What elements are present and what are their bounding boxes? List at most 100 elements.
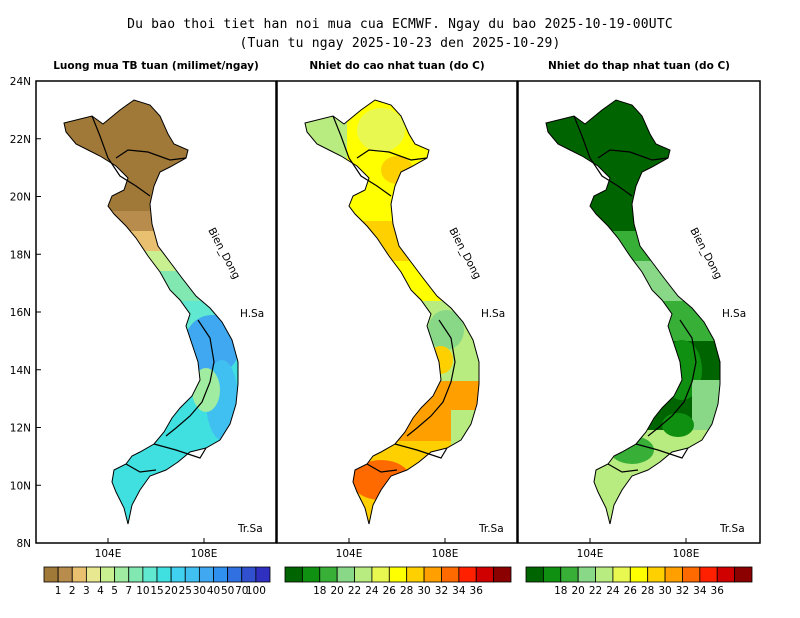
lon-tick-label: 104E (95, 548, 122, 560)
legend-swatch (560, 566, 579, 583)
legend-label: 36 (470, 585, 484, 597)
legend-label: 100 (246, 585, 266, 597)
legend-label: 20 (164, 585, 177, 597)
legend-label: 30 (193, 585, 206, 597)
legend-swatch (423, 566, 442, 583)
legend-swatch (682, 566, 701, 583)
legend-swatch (475, 566, 495, 583)
tsa-label-3: Tr.Sa (719, 523, 745, 535)
legend-label: 20 (571, 585, 584, 597)
legend-label: 22 (589, 585, 602, 597)
tsa-label-2: Tr.Sa (478, 523, 504, 535)
legend-label: 50 (221, 585, 234, 597)
lat-tick-label: 12N (10, 423, 31, 435)
legend-swatch (319, 566, 338, 583)
legend-swatch (198, 566, 214, 583)
tsa-label-1: Tr.Sa (237, 523, 263, 535)
legend-label: 26 (624, 585, 638, 597)
legend-swatch (493, 566, 512, 583)
legend-swatch (227, 566, 243, 583)
legend-swatch (71, 566, 87, 583)
hsa-label-2: H.Sa (481, 308, 505, 320)
legend-swatch (577, 566, 596, 583)
legend-label: 28 (641, 585, 654, 597)
lat-tick-label: 20N (10, 192, 31, 204)
latitude-axis: 24N 22N 20N 18N 16N 14N 12N 10N 8N (10, 76, 41, 550)
panel-tmax (276, 80, 518, 544)
legend-swatch (43, 566, 59, 583)
legend-label: 15 (150, 585, 163, 597)
legend-swatch (354, 566, 373, 583)
lon-tick-label: 108E (432, 548, 459, 560)
lat-tick-label: 14N (10, 365, 31, 377)
legend-label: 34 (693, 585, 707, 597)
legend-swatch (156, 566, 172, 583)
legend-swatch (336, 566, 355, 583)
legend-swatch (388, 566, 408, 583)
legend-label: 24 (365, 585, 379, 597)
legend-swatch (406, 566, 425, 583)
legend-swatch (629, 566, 649, 583)
legend-swatch (128, 566, 144, 583)
figure-title-line2: (Tuan tu ngay 2025-10-23 den 2025-10-29) (239, 36, 561, 51)
legend-label: 10 (136, 585, 149, 597)
panel-title-tmax: Nhiet do cao nhat tuan (do C) (309, 60, 485, 72)
legend-swatch (213, 566, 229, 583)
lon-tick-label: 108E (191, 548, 218, 560)
legend-label: 22 (348, 585, 361, 597)
lon-tick-label: 104E (336, 548, 363, 560)
hsa-label-3: H.Sa (722, 308, 746, 320)
legend-swatch (525, 566, 544, 583)
legend-swatch (301, 566, 321, 583)
legend-swatch (612, 566, 631, 583)
legend-swatch (647, 566, 666, 583)
legend-swatch (595, 566, 614, 583)
legend-swatch (100, 566, 116, 583)
legend-swatch (699, 566, 718, 583)
legend-swatch (142, 566, 158, 583)
longitude-axis: 104E 108E 104E 108E 104E 108E (95, 538, 699, 560)
legend-label: 5 (111, 585, 118, 597)
legend-swatch (371, 566, 390, 583)
legend-label: 20 (330, 585, 343, 597)
legend-swatch (114, 566, 130, 583)
lat-tick-label: 18N (10, 249, 31, 261)
legend-swatch (57, 566, 73, 583)
lon-tick-label: 104E (577, 548, 604, 560)
legend-label: 25 (179, 585, 192, 597)
lat-tick-label: 22N (10, 134, 31, 146)
lat-tick-label: 10N (10, 480, 31, 492)
legend-swatch (664, 566, 683, 583)
legend-swatch (284, 566, 303, 583)
legend-label: 36 (711, 585, 725, 597)
legend-label: 3 (83, 585, 90, 597)
legend-swatch (170, 566, 186, 583)
legend-swatch (734, 566, 753, 583)
legend-swatch (441, 566, 460, 583)
legend-label: 30 (417, 585, 430, 597)
panel-title-tmin: Nhiet do thap nhat tuan (do C) (548, 60, 730, 72)
legend-swatch (542, 566, 562, 583)
hsa-label-1: H.Sa (240, 308, 264, 320)
legend-swatch (458, 566, 477, 583)
legend-label: 2 (69, 585, 76, 597)
legend-label: 28 (400, 585, 413, 597)
legend-label: 7 (125, 585, 132, 597)
legend-tmin: 18 20 22 24 26 28 30 32 34 36 (525, 566, 753, 597)
legend-swatch (255, 566, 271, 583)
lat-tick-label: 16N (10, 307, 31, 319)
figure-title-line1: Du bao thoi tiet han noi mua cua ECMWF. … (127, 17, 673, 32)
legend-label: 70 (235, 585, 248, 597)
legend-label: 30 (658, 585, 671, 597)
panel-title-rainfall: Luong mua TB tuan (milimet/ngay) (53, 60, 259, 72)
legend-label: 18 (554, 585, 567, 597)
panel-tmin (517, 80, 761, 544)
panel-rainfall (35, 80, 277, 544)
lat-tick-label: 24N (10, 76, 31, 88)
legend-swatch (184, 566, 200, 583)
lat-tick-label: 8N (16, 538, 31, 550)
legend-label: 24 (606, 585, 620, 597)
legend-label: 32 (435, 585, 448, 597)
